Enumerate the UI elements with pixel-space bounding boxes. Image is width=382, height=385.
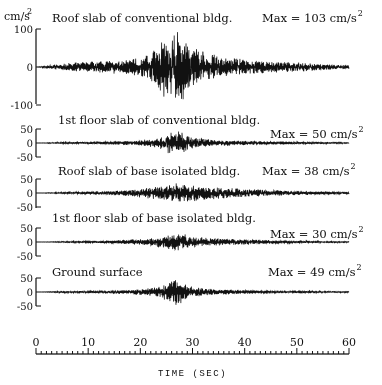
x-axis-label: TIME (SEC) — [158, 369, 227, 379]
y-tick-label: -100 — [11, 101, 33, 112]
y-tick-label: 0 — [27, 189, 33, 200]
panel-title: 1st floor slab of base isolated bldg. — [52, 211, 256, 225]
x-tick-label: 10 — [81, 336, 95, 349]
acceleration-trace — [36, 280, 350, 305]
max-label-superscript: 2 — [356, 263, 361, 272]
max-label: Max = 50 cm/s — [270, 127, 358, 141]
x-tick-label: 40 — [238, 336, 252, 349]
x-tick-label: 20 — [133, 336, 147, 349]
y-tick-label: 50 — [20, 175, 33, 186]
x-tick-label: 50 — [290, 336, 304, 349]
panel-1: 100 0 -100 Roof slab of conventional bldg. M… — [11, 9, 363, 112]
panel-title: 1st floor slab of conventional bldg. — [58, 113, 260, 127]
panel-3: 50 0 -50 Roof slab of base isolated bldg. Ma… — [17, 162, 356, 214]
y-tick-label: -50 — [17, 252, 33, 263]
max-label-superscript: 2 — [358, 225, 363, 234]
x-tick-label: 60 — [342, 336, 356, 349]
max-label: Max = 103 cm/s — [262, 11, 357, 25]
y-tick-label: -50 — [17, 153, 33, 164]
y-tick-label: 0 — [27, 288, 33, 299]
y-tick-label: 50 — [20, 125, 33, 136]
y-tick-label: -50 — [17, 203, 33, 214]
y-tick-label: 50 — [20, 224, 33, 235]
y-tick-label: 50 — [20, 274, 33, 285]
y-unit-superscript: 2 — [27, 7, 32, 16]
acceleration-trace — [36, 131, 350, 154]
max-label-superscript: 2 — [358, 125, 363, 134]
panel-2: 50 0 -50 1st floor slab of conventional bld… — [17, 113, 364, 164]
acceleration-trace — [35, 32, 350, 100]
max-label-superscript: 2 — [358, 9, 363, 18]
panel-title: Roof slab of conventional bldg. — [52, 11, 232, 25]
time-axis: 0 10 20 30 40 50 60 TIME (SEC) — [33, 336, 357, 379]
panel-5: 50 0 -50 Ground surface Max = 49 cm/s 2 — [17, 263, 362, 313]
max-label-superscript: 2 — [350, 162, 355, 171]
acceleration-trace — [36, 183, 350, 202]
y-tick-label: 0 — [27, 63, 33, 74]
y-tick-label: -50 — [17, 302, 33, 313]
y-tick-label: 0 — [27, 238, 33, 249]
panel-title: Roof slab of base isolated bldg. — [58, 164, 240, 178]
x-tick-label: 30 — [186, 336, 200, 349]
max-label: Max = 38 cm/s — [262, 164, 350, 178]
max-label: Max = 49 cm/s — [268, 265, 356, 279]
x-tick-label: 0 — [33, 336, 40, 349]
panel-4: 50 0 -50 1st floor slab of base isolated bl… — [17, 211, 364, 263]
y-unit-label: cm/s — [4, 10, 30, 23]
y-tick-label: 100 — [14, 25, 33, 36]
panel-title: Ground surface — [52, 265, 143, 279]
y-tick-label: 0 — [27, 139, 33, 150]
acceleration-trace — [36, 234, 350, 252]
max-label: Max = 30 cm/s — [270, 227, 358, 241]
